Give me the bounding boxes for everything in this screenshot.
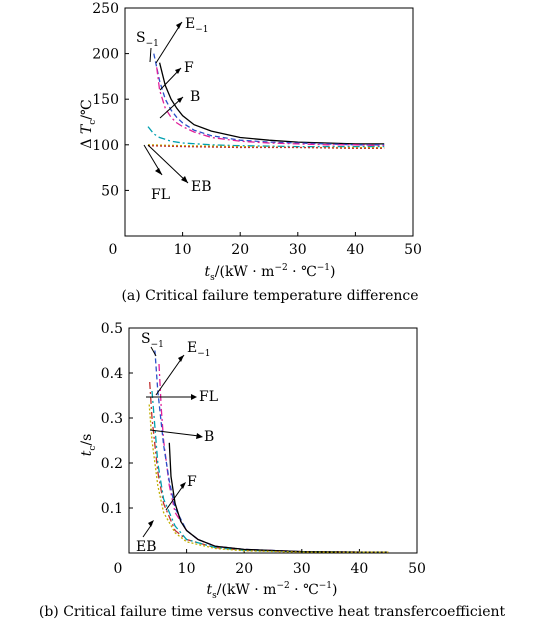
- chart-b-series-group: [148, 350, 389, 553]
- series-line: [153, 53, 385, 146]
- y-tick-label: 250: [92, 1, 119, 17]
- chart-a-x-ticks: 0 10 20 30 40 50: [109, 232, 422, 258]
- chart-a-annotation-b: B: [190, 89, 200, 105]
- arrowhead-fl-icon: [155, 168, 162, 175]
- series-line: [154, 350, 389, 553]
- chart-b-annotation-b: B: [204, 429, 214, 445]
- chart-b-annotation-fl: FL: [199, 389, 218, 405]
- series-line: [151, 390, 389, 553]
- annotation-arrow-s1-b: [150, 346, 157, 357]
- x-tick-label: 30: [289, 242, 307, 258]
- series-line: [156, 67, 385, 147]
- chart-a-annotation-fl: FL: [151, 187, 170, 203]
- arrowhead-f-icon: [175, 68, 181, 74]
- chart-a-annotation-f: F: [184, 60, 194, 76]
- y-tick-label: 50: [101, 183, 119, 199]
- chart-b-y-ticks: 0.1 0.2 0.3 0.4 0.5: [101, 321, 133, 517]
- chart-b-annotation-eb: EB: [136, 539, 157, 555]
- chart-a-caption: (a) Critical failure temperature differe…: [121, 288, 418, 304]
- chart-b-annotations: [142, 346, 200, 538]
- x-tick-label: 30: [293, 561, 311, 577]
- series-line: [147, 145, 385, 150]
- annotation-arrow-f-b: [165, 485, 184, 511]
- series-line: [149, 381, 389, 553]
- chart-b-annotation-s1: S−1: [141, 331, 164, 350]
- arrowhead-e1-b-icon: [178, 355, 184, 362]
- chart-a-annotation-eb: EB: [191, 179, 212, 195]
- x-tick-label: 20: [231, 242, 249, 258]
- arrowhead-eb-b-icon: [148, 520, 154, 527]
- x-tick-label: 0: [114, 561, 123, 577]
- y-tick-label: 200: [92, 47, 119, 63]
- series-line: [168, 442, 389, 553]
- chart-a-plot-frame: [124, 7, 414, 237]
- series-line: [148, 404, 389, 553]
- chart-a-annotation-e1: E−1: [185, 16, 209, 35]
- x-tick-label: 10: [174, 242, 192, 258]
- chart-a-arrowheads: [155, 22, 188, 183]
- chart-b-annotation-e1: E−1: [187, 340, 211, 359]
- chart-b-y-axis-label: tc/s: [79, 434, 98, 457]
- annotation-arrow-e1-b: [155, 354, 185, 396]
- x-tick-label: 40: [346, 242, 364, 258]
- arrowhead-fl-b-icon: [191, 394, 197, 400]
- chart-a-annotation-s1: S−1: [136, 30, 159, 49]
- annotation-arrow-eb: [147, 144, 189, 184]
- chart-b-x-axis-label: ts/(kW · m−2 · ℃−1): [207, 581, 338, 601]
- y-tick-label: 0.4: [101, 366, 123, 382]
- chart-b-caption: (b) Critical failure time versus convect…: [39, 604, 506, 620]
- chart-b: 0.1 0.2 0.3 0.4 0.5 0 10 20 30 40 50 tc/s ts/(kW …: [39, 321, 506, 620]
- chart-a-y-axis-label: Δ Tc/℃: [79, 99, 98, 148]
- annotation-arrow-b-b: [149, 429, 200, 437]
- x-tick-label: 40: [350, 561, 368, 577]
- arrowhead-b-icon: [177, 97, 183, 103]
- x-tick-label: 10: [178, 561, 196, 577]
- series-line: [158, 62, 385, 145]
- x-tick-label: 50: [408, 561, 426, 577]
- arrowhead-f-b-icon: [180, 482, 186, 489]
- chart-b-plot-frame: [128, 327, 418, 554]
- chart-a-series-group: [147, 53, 385, 150]
- annotation-arrow-e1: [155, 21, 183, 64]
- x-tick-label: 0: [109, 242, 118, 258]
- y-tick-label: 100: [92, 138, 119, 154]
- y-tick-label: 150: [92, 92, 119, 108]
- chart-b-annotation-f: F: [187, 474, 197, 490]
- x-tick-label: 20: [235, 561, 253, 577]
- arrowhead-b-b-icon: [196, 433, 203, 439]
- chart-b-x-ticks: 0 10 20 30 40 50: [114, 549, 426, 577]
- y-tick-label: 0.3: [101, 411, 123, 427]
- x-tick-label: 50: [404, 242, 422, 258]
- y-tick-label: 0.1: [101, 501, 123, 517]
- chart-b-arrowheads: [148, 355, 203, 527]
- y-tick-label: 0.5: [101, 321, 123, 337]
- chart-a: 50 100 150 200 250 0 10 20 30 40 50 Δ Tc/℃ ts/(kW…: [79, 1, 422, 304]
- annotation-arrow-s1: [149, 47, 152, 63]
- chart-a-x-axis-label: ts/(kW · m−2 · ℃−1): [205, 263, 336, 283]
- series-line: [158, 363, 389, 553]
- y-tick-label: 0.2: [101, 456, 123, 472]
- chart-a-y-ticks: 50 100 150 200 250: [92, 1, 129, 199]
- arrowhead-e1-icon: [176, 22, 182, 29]
- series-line: [147, 126, 385, 148]
- arrowhead-eb-icon: [181, 176, 188, 183]
